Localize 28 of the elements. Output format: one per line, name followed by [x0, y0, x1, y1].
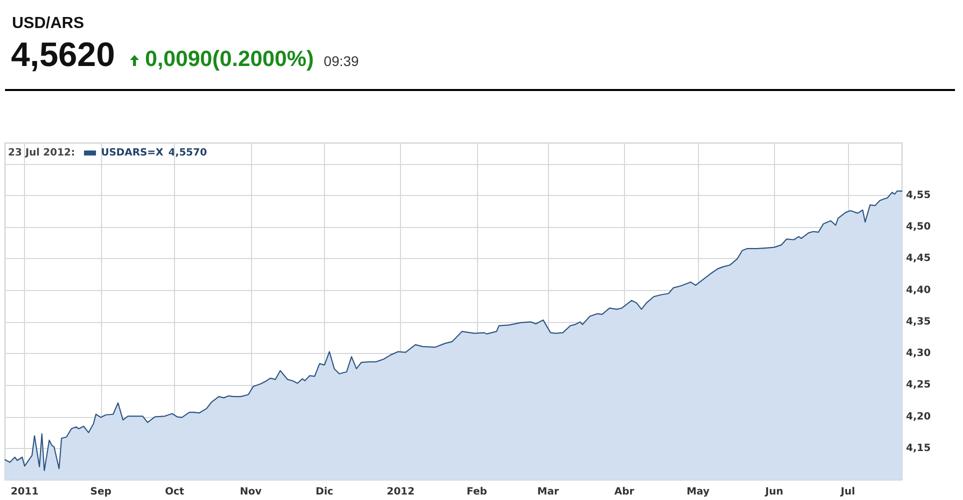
chart-subtitle: 4,5620 — [11, 36, 115, 74]
x-tick-label: 2011 — [10, 486, 39, 498]
x-tick-label: Mar — [537, 486, 559, 498]
y-tick-label: 4,15 — [906, 442, 931, 454]
x-tick-label: Nov — [240, 486, 262, 498]
y-tick-label: 4,25 — [906, 380, 931, 391]
x-tick-label: Dic — [316, 486, 334, 498]
annotation: 4,5570 — [168, 148, 207, 158]
y-tick-label: 4,50 — [906, 222, 931, 233]
x-tick-label: Feb — [466, 486, 488, 498]
y-tick-label: 4,30 — [906, 348, 931, 360]
y-tick-label: 4,20 — [906, 411, 931, 422]
x-tick-label: May — [686, 486, 710, 498]
text: 0,0090(0.2000%) — [145, 46, 314, 71]
x-tick-label: Abr — [614, 486, 634, 498]
chart-title: USD/ARS — [12, 15, 84, 32]
y-tick-label: 4,55 — [906, 190, 931, 201]
y-tick-label: 4,40 — [906, 284, 931, 296]
x-tick-label: Sep — [90, 486, 112, 498]
text: 09:39 — [324, 53, 359, 69]
legend-title: 23 Jul 2012: — [8, 148, 75, 158]
x-tick-label: Jun — [764, 486, 784, 498]
x-tick-label: 2012 — [386, 486, 415, 498]
legend-label: USDARS=X — [100, 148, 164, 158]
y-tick-label: 4,45 — [906, 253, 931, 264]
x-tick-label: Oct — [164, 486, 184, 498]
x-tick-label: Jul — [840, 486, 856, 498]
y-tick-label: 4,35 — [906, 316, 931, 328]
